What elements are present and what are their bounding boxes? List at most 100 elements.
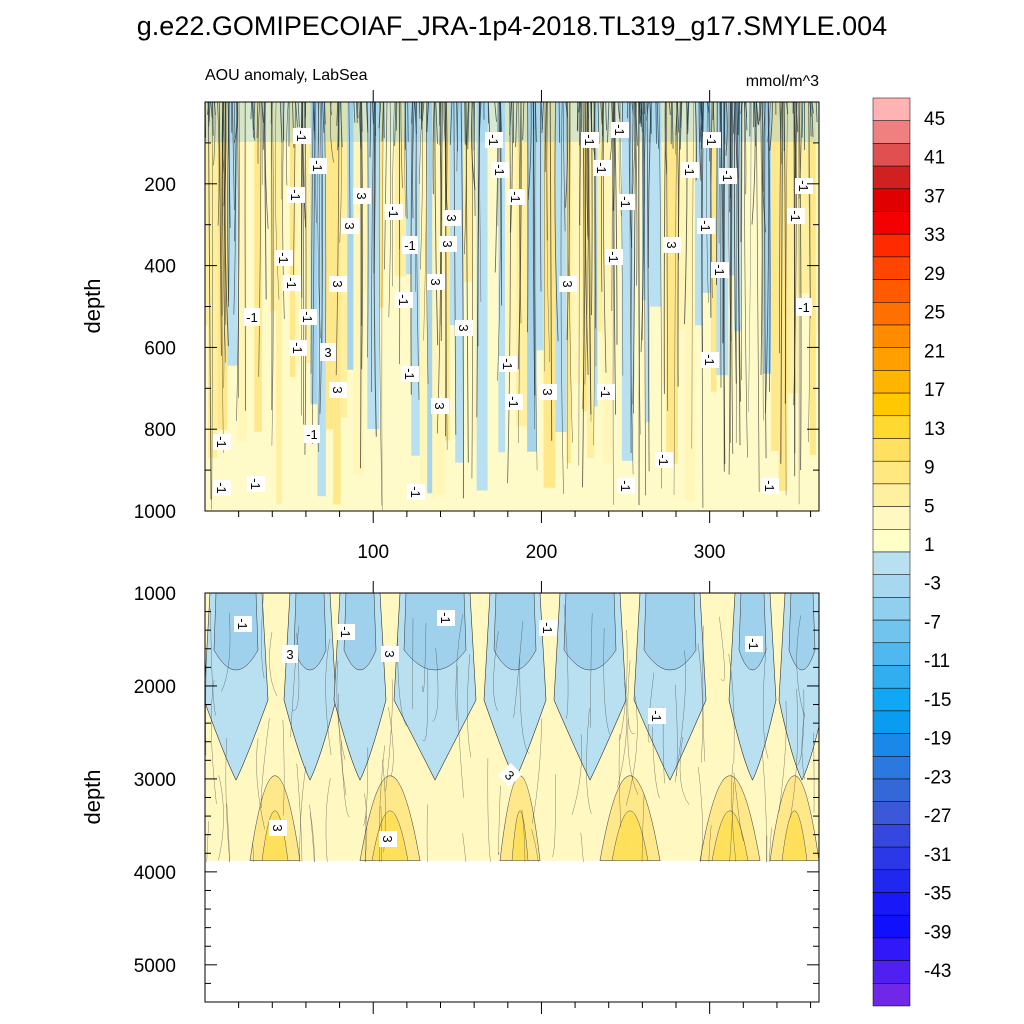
lower-contour-line — [796, 615, 805, 717]
upper-contour-line — [373, 102, 377, 437]
lower-contour-line — [762, 750, 767, 862]
contour-label-background — [539, 620, 557, 636]
upper-field-band — [536, 102, 544, 351]
upper-surface-contour — [532, 102, 535, 130]
lower-contour-line — [679, 736, 690, 805]
upper-y-tick-label: 600 — [144, 338, 176, 359]
lower-contour-line — [580, 832, 584, 862]
upper-field-band — [379, 102, 384, 308]
colorbar-box — [872, 143, 911, 167]
contour-label: 3 — [341, 218, 359, 234]
upper-surface-contour — [756, 102, 759, 124]
lower-contour-line — [256, 738, 265, 830]
colorbar-box — [872, 211, 911, 235]
contour-label-background — [795, 178, 813, 194]
upper-field-band — [684, 102, 695, 501]
contour-label: -1 — [655, 452, 673, 468]
colorbar-box — [872, 824, 911, 848]
upper-contour-line — [546, 102, 548, 241]
upper-contour-line — [499, 102, 502, 306]
lower-contour-line — [341, 740, 350, 818]
contour-label-background — [581, 132, 599, 148]
colorbar-label: -31 — [924, 845, 951, 866]
contour-label-background — [407, 484, 425, 500]
contour-label: -1 — [213, 480, 231, 496]
lower-contour-line — [719, 616, 725, 682]
upper-surface-contour — [208, 102, 211, 127]
lower-contour-line — [225, 738, 230, 862]
contour-label: -1 — [761, 478, 779, 494]
colorbar: 45 41 37 33 29 25 21 17 13 9 5 1 -3 -7 -11 -15 -19 -23 -27… — [872, 97, 951, 1007]
upper-surface-contour — [421, 102, 425, 122]
upper-surface-contour — [312, 102, 316, 140]
colorbar-box — [872, 188, 911, 212]
contour-label-background — [655, 452, 673, 468]
upper-contour-labels: -1 -1 -1 3 -1 3 3 -1 3 -1 -1 -1 -1 -1 -1 -1 -1 3 -1 -1 -1 -1 -… — [213, 122, 813, 500]
upper-field-band — [295, 102, 300, 364]
contour-label-background — [507, 189, 525, 205]
upper-surface-contour — [439, 102, 441, 146]
contour-label: 3 — [439, 236, 457, 252]
upper-contour-line — [666, 102, 669, 411]
upper-contour-line — [460, 102, 464, 499]
lower-inner-plume — [343, 593, 377, 671]
upper-contour-line — [798, 102, 802, 471]
upper-surface-contour — [699, 102, 703, 131]
contour-label-background — [443, 210, 461, 226]
contour-label-background — [283, 275, 301, 291]
lower-inner-plume — [738, 593, 767, 671]
upper-surface-contour — [732, 102, 736, 134]
colorbar-labels: 45 41 37 33 29 25 21 17 13 9 5 1 -3 -7 -11 -15 -19 -23 -27… — [924, 109, 951, 982]
contour-label: -1 — [385, 204, 403, 220]
upper-contour-line — [780, 102, 784, 464]
contour-label-background — [395, 292, 413, 308]
contour-label: 3 — [443, 210, 461, 226]
upper-contour-line — [274, 102, 280, 300]
upper-surface-contour — [414, 102, 417, 134]
lower-warm-core-inner — [711, 810, 749, 861]
upper-contour-line — [560, 102, 564, 494]
upper-surface-contour — [262, 102, 265, 150]
upper-contour-line — [808, 102, 811, 443]
contour-label-text: 3 — [270, 824, 285, 831]
upper-field-band — [476, 102, 488, 491]
lower-contour-line — [733, 772, 745, 842]
lower-contour-line — [728, 653, 735, 765]
contour-label-background — [329, 382, 347, 398]
upper-contour-line — [728, 102, 732, 475]
lower-contour-line — [586, 708, 592, 815]
upper-surface-contour — [395, 102, 398, 131]
upper-field-band — [394, 102, 407, 277]
upper-field-band — [472, 102, 477, 443]
upper-contour-line — [630, 102, 634, 454]
upper-field-band — [445, 102, 450, 441]
upper-field-band — [347, 102, 354, 370]
contour-label-text: -1 — [310, 160, 325, 172]
upper-contour-line — [700, 102, 704, 508]
upper-contour-line — [233, 102, 237, 242]
upper-surface-contour — [677, 102, 680, 133]
contour-label: -1 — [287, 187, 305, 203]
upper-contour-line — [494, 102, 499, 273]
contour-label-text: 3 — [664, 241, 679, 248]
colorbar-box — [872, 302, 911, 326]
contour-label-text: -1 — [682, 164, 697, 176]
contour-label-text: -1 — [712, 264, 727, 276]
colorbar-box — [872, 483, 911, 507]
upper-field-band — [582, 102, 587, 412]
upper-surface-contour — [295, 102, 298, 128]
upper-surface-contour — [605, 102, 607, 131]
contour-label-text: -1 — [386, 206, 401, 218]
upper-surface-contour — [378, 102, 382, 129]
upper-surface-contour — [435, 102, 438, 144]
lower-contour-line — [455, 614, 463, 721]
upper-contour-line — [440, 102, 443, 342]
contour-label: 3 — [427, 274, 445, 290]
upper-contour-line — [281, 102, 283, 200]
colorbar-boxes — [872, 97, 911, 1007]
colorbar-box — [872, 370, 911, 394]
contour-label: 3 — [353, 188, 371, 204]
upper-surface-contour — [701, 102, 704, 150]
upper-contour-line — [764, 102, 767, 459]
